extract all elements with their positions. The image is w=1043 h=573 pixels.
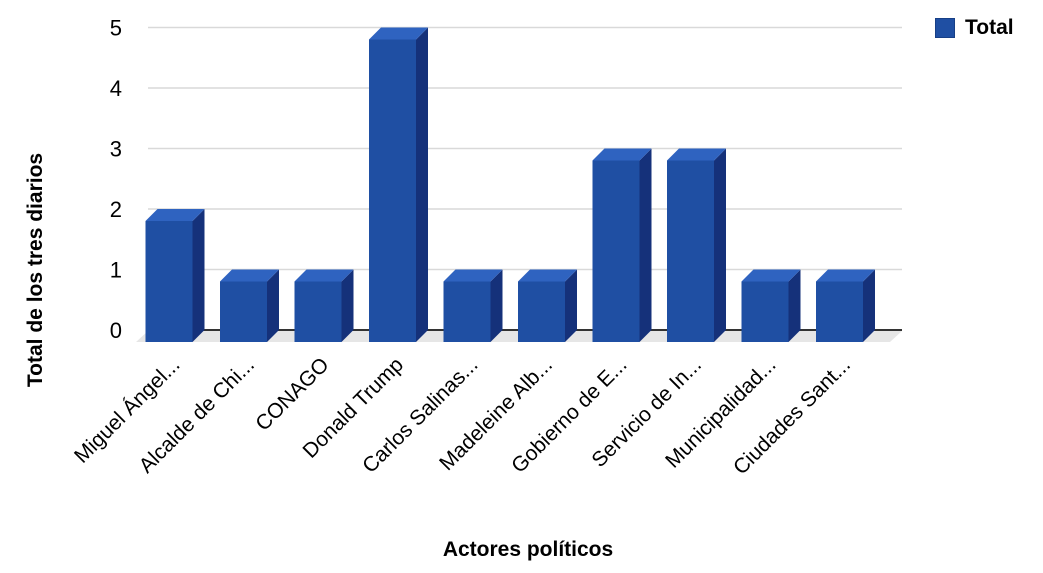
bar-front-1 [220,281,267,342]
bar-front-9 [816,281,863,342]
bar-front-5 [518,281,565,342]
bar-top-0 [145,209,205,221]
bar-top-6 [592,148,652,161]
y-tick-label-0: 0 [110,318,122,343]
bar-1 [220,269,279,342]
bar-3 [369,27,428,342]
bar-0 [145,209,205,342]
y-tick-label-2: 2 [110,197,122,222]
bar-top-8 [741,269,801,282]
x-axis-title: Actores políticos [442,538,614,561]
y-tick-label-5: 5 [110,16,122,41]
bar-front-3 [369,39,416,342]
y-tick-label-4: 4 [110,76,122,101]
bar-2 [294,269,354,342]
bar-side-0 [192,209,205,342]
bar-top-3 [369,27,428,40]
bar-side-2 [341,269,354,342]
y-tick-label-3: 3 [110,137,122,162]
legend: Total [935,16,1014,40]
bar-top-7 [667,148,726,161]
legend-label-total: Total [965,16,1014,39]
y-axis-title: Total de los tres diarios [24,152,47,388]
legend-swatch-total [935,18,955,38]
bar-top-9 [816,269,875,282]
bar-side-5 [565,269,577,342]
bar-5 [518,269,577,342]
bar-front-6 [592,160,640,342]
bar-side-1 [267,269,279,342]
bar-4 [443,269,503,342]
bar-9 [816,269,875,342]
bar-side-8 [788,269,801,342]
y-tick-label-1: 1 [110,258,122,283]
bar-top-5 [518,269,577,282]
bar-side-4 [490,269,503,342]
bar-front-2 [294,281,342,342]
bar-top-1 [220,269,279,282]
bar-top-4 [443,269,503,282]
bar-front-8 [741,281,789,342]
bar-front-0 [145,221,193,342]
bar-8 [741,269,801,342]
bar-6 [592,148,652,342]
bar-side-9 [863,269,875,342]
bar-side-7 [714,148,726,342]
bar-top-2 [294,269,354,282]
bar-side-6 [639,148,652,342]
bar-front-7 [667,160,714,342]
bar-side-3 [416,27,428,342]
bar-7 [667,148,726,342]
bar-front-4 [443,281,491,342]
